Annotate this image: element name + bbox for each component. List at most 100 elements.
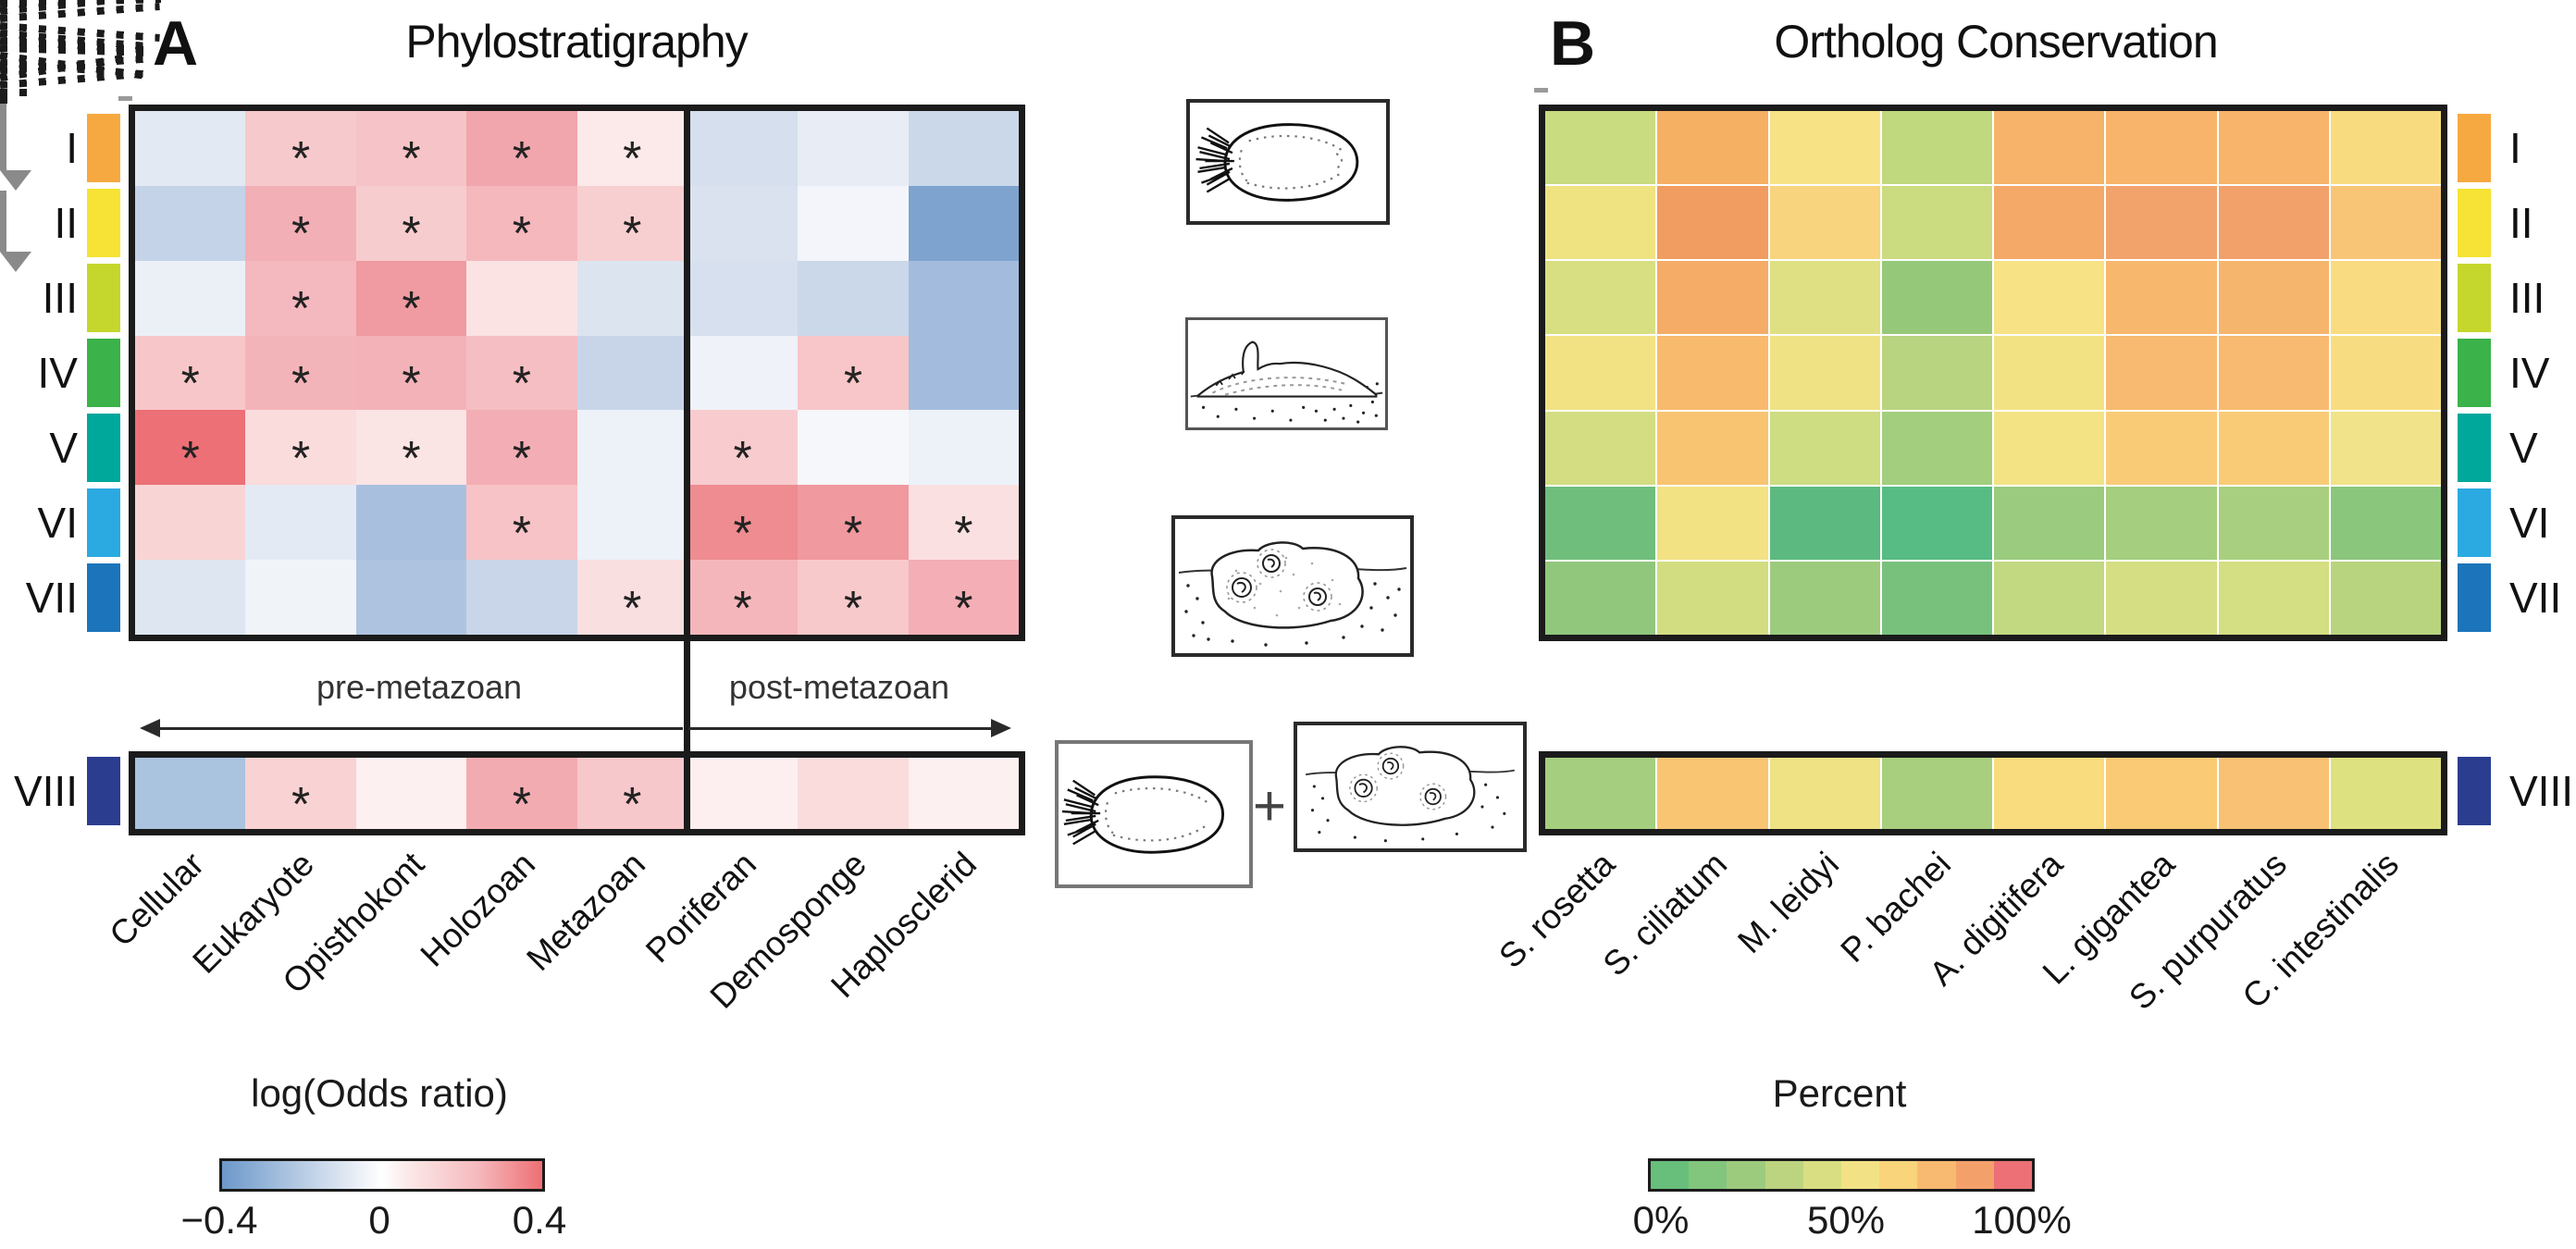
- legend-b-title: Percent: [1772, 1071, 1907, 1115]
- significance-asterisk: *: [402, 282, 421, 337]
- phylostratigraphy-cell: [135, 485, 246, 561]
- ortholog-cell: [1657, 261, 1768, 335]
- phylostratigraphy-cell: [908, 185, 1019, 261]
- ortholog-cell: [2330, 111, 2441, 185]
- ortholog-cell: [2106, 186, 2217, 260]
- ortholog-cell: [1881, 336, 1992, 410]
- significance-asterisk: *: [733, 506, 752, 561]
- ortholog-cell: [2106, 486, 2217, 560]
- row-label-ii: II: [2509, 199, 2533, 248]
- phylostratigraphy-cell: [908, 758, 1019, 829]
- panel-a-title: Phylostratigraphy: [405, 16, 748, 68]
- pre-post-divider-line: [684, 105, 690, 835]
- significance-asterisk: *: [843, 581, 863, 636]
- row-color-swatch: [2458, 114, 2491, 183]
- phylostratigraphy-cell: [576, 335, 687, 411]
- phylostratigraphy-cell: [466, 560, 577, 635]
- ortholog-cell: [1545, 111, 1656, 185]
- row-color-swatch: [87, 189, 120, 258]
- significance-asterisk: *: [512, 506, 531, 561]
- row-color-swatch: [87, 757, 120, 825]
- legend-b-tick-max: 100%: [1972, 1198, 2072, 1242]
- ortholog-conservation-heatmap: [1539, 105, 2447, 641]
- significance-asterisk: *: [512, 132, 531, 187]
- phylostratigraphy-cell: [908, 260, 1019, 336]
- ortholog-cell: [1994, 186, 2105, 260]
- legend-b-tick-mid: 50%: [1806, 1198, 1886, 1242]
- phylostratigraphy-cell: *: [245, 260, 356, 337]
- phylostratigraphy-cell: *: [355, 260, 467, 337]
- ortholog-cell: [1994, 758, 2105, 829]
- row-label-iii: III: [42, 274, 78, 323]
- phylostratigraphy-cell: *: [466, 111, 577, 187]
- legend-a-tick-max: 0.4: [512, 1198, 567, 1242]
- ortholog-cell: [2330, 486, 2441, 560]
- ortholog-cell: [1657, 336, 1768, 410]
- phylostratigraphy-cell: [355, 560, 467, 635]
- ortholog-cell: [2218, 758, 2329, 829]
- post-metazoan-label: post-metazoan: [728, 668, 950, 706]
- panel-b-title: Ortholog Conservation: [1774, 16, 2218, 68]
- ortholog-cell: [2330, 261, 2441, 335]
- ortholog-cell: [1769, 186, 1880, 260]
- legend-b-gradient: [1648, 1158, 2035, 1192]
- sponge-juvenile-drawing-bottom: [1294, 722, 1527, 852]
- row-color-swatch: [2458, 563, 2491, 632]
- phylostratigraphy-cell: [466, 260, 577, 336]
- significance-asterisk: *: [623, 581, 642, 636]
- phylostratigraphy-cell: [135, 185, 246, 261]
- row-label-viii: VIII: [2509, 767, 2574, 815]
- ortholog-cell: [1657, 561, 1768, 635]
- phylostratigraphy-cell: *: [466, 335, 577, 411]
- ortholog-cell: [1881, 261, 1992, 335]
- panel-a-letter: A: [153, 8, 198, 79]
- phylostratigraphy-cell: [135, 260, 246, 336]
- row-color-swatch: [87, 114, 120, 183]
- ortholog-cell: [2218, 486, 2329, 560]
- phylostratigraphy-cell: *: [576, 560, 687, 636]
- ortholog-cell: [1657, 111, 1768, 185]
- phylostratigraphy-cell: *: [466, 185, 577, 261]
- legend-b-step: [1765, 1161, 1803, 1189]
- ortholog-cell: [1545, 261, 1656, 335]
- phylostratigraphy-cell: [798, 260, 909, 336]
- row-label-viii: VIII: [13, 767, 78, 815]
- ortholog-cell: [2106, 561, 2217, 635]
- row-color-swatch: [87, 413, 120, 482]
- ortholog-cell: [1881, 186, 1992, 260]
- phylostratigraphy-cell: [798, 111, 909, 186]
- phylostratigraphy-cell: [908, 111, 1019, 186]
- row-label-vi: VI: [37, 498, 78, 547]
- row-color-swatch: [2458, 264, 2491, 333]
- phylostratigraphy-cell: [245, 560, 356, 635]
- significance-asterisk: *: [402, 207, 421, 262]
- arrow-down-icon: [0, 170, 31, 191]
- ortholog-cell: [1881, 111, 1992, 185]
- significance-asterisk: *: [291, 282, 311, 337]
- print-artifact-dash: [1534, 88, 1548, 93]
- phylostratigraphy-cell: [576, 410, 687, 486]
- row-label-iv: IV: [2509, 349, 2550, 397]
- phylostratigraphy-cell: *: [355, 111, 467, 187]
- arrow-down-icon: [0, 104, 6, 170]
- significance-asterisk: *: [512, 356, 531, 411]
- ortholog-cell: [2106, 336, 2217, 410]
- sponge-larva-drawing-bottom: [1055, 740, 1253, 888]
- row-color-swatch: [2458, 339, 2491, 407]
- phylostratigraphy-cell: [135, 560, 246, 635]
- phylostratigraphy-cell: [687, 260, 799, 336]
- phylostratigraphy-cell: *: [687, 485, 799, 561]
- row-label-vii: VII: [25, 573, 78, 622]
- significance-asterisk: *: [733, 431, 752, 486]
- plus-sign: +: [1252, 774, 1287, 838]
- ortholog-cell: [2218, 111, 2329, 185]
- ortholog-cell: [2330, 561, 2441, 635]
- phylostratigraphy-cell: *: [355, 185, 467, 262]
- phylostratigraphy-cell: [908, 410, 1019, 486]
- phylostratigraphy-cell: *: [245, 410, 356, 486]
- phylostratigraphy-cell: *: [466, 410, 577, 486]
- ortholog-cell: [1994, 336, 2105, 410]
- significance-asterisk: *: [402, 132, 421, 187]
- oscula: [1232, 554, 1327, 606]
- significance-asterisk: *: [954, 581, 973, 636]
